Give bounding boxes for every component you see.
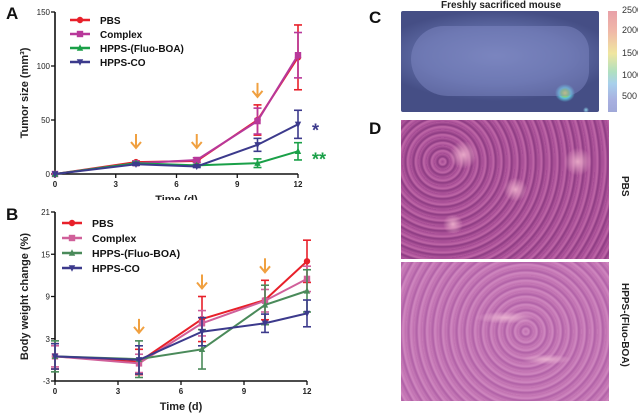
- svg-text:HPPS-CO: HPPS-CO: [100, 58, 146, 69]
- panel-letter-a: A: [6, 4, 19, 23]
- colorbar-tick: 1000: [622, 70, 638, 80]
- panel-letter-b: B: [6, 205, 19, 224]
- legend: PBS Complex HPPS-(Fluo-BOA) HPPS-CO: [70, 16, 184, 69]
- histology-label-hpps-fluo-boa: HPPS-(Fluo-BOA): [619, 283, 630, 367]
- y-tick-label: 9: [46, 293, 51, 302]
- histology-label-pbs: PBS: [619, 176, 630, 197]
- series-hpps-co: [51, 109, 302, 178]
- x-tick-label: 3: [114, 180, 119, 189]
- treatment-arrow-icon: [259, 258, 271, 274]
- legend-item: PBS: [62, 218, 114, 230]
- colorbar-tick: 2500: [622, 5, 638, 15]
- y-axis-label: Body weight change (%): [19, 233, 31, 360]
- axes: 0 50 100 150 0 3 6 9 12 Time (d) Tumor size (mm³): [19, 8, 303, 200]
- panel-letter-c: C: [369, 8, 382, 27]
- x-tick-label: 6: [179, 387, 184, 396]
- treatment-arrow-icon: [133, 318, 145, 335]
- series-hpps-co: [51, 299, 311, 375]
- legend-item: HPPS-(Fluo-BOA): [62, 248, 180, 260]
- legend: PBS Complex HPPS-(Fluo-BOA) HPPS-CO: [62, 218, 180, 275]
- svg-text:HPPS-(Fluo-BOA): HPPS-(Fluo-BOA): [92, 248, 180, 260]
- svg-text:HPPS-(Fluo-BOA): HPPS-(Fluo-BOA): [100, 44, 184, 55]
- y-tick-label: 0: [46, 170, 51, 179]
- mouse-fluorescence-image: [401, 11, 599, 112]
- svg-text:Complex: Complex: [100, 30, 143, 41]
- x-tick-label: 0: [53, 387, 58, 396]
- x-tick-label: 12: [303, 387, 312, 396]
- significance-star: **: [312, 149, 326, 169]
- legend-item: HPPS-(Fluo-BOA): [70, 44, 184, 55]
- x-axis-label: Time (d): [160, 401, 203, 413]
- legend-item: PBS: [70, 16, 121, 27]
- body-weight-chart: -3 3 9 15 21 0 3 6 9 12 Time (d) Body weight change…: [19, 208, 312, 413]
- x-tick-label: 12: [294, 180, 303, 189]
- series-hpps-fluo-boa-: [51, 268, 311, 379]
- svg-text:Complex: Complex: [92, 233, 137, 245]
- y-axis-label: Tumor size (mm³): [19, 47, 31, 138]
- svg-text:PBS: PBS: [100, 16, 121, 27]
- svg-text:HPPS-CO: HPPS-CO: [92, 263, 140, 275]
- significance-star: *: [312, 120, 319, 140]
- y-tick-label: -3: [43, 377, 51, 386]
- series-hpps-fluo-boa-: [51, 141, 302, 177]
- x-tick-label: 9: [235, 180, 240, 189]
- y-tick-label: 100: [37, 62, 51, 71]
- legend-item: Complex: [62, 233, 137, 245]
- legend-item: HPPS-CO: [62, 263, 140, 275]
- colorbar-tick: 500: [622, 91, 638, 101]
- panel-letter-d: D: [369, 119, 382, 138]
- x-tick-label: 0: [53, 180, 58, 189]
- x-tick-label: 3: [116, 387, 121, 396]
- x-axis-label: Time (d): [155, 194, 198, 200]
- histology-image-pbs: [401, 120, 609, 259]
- fluorescence-colorbar: [608, 11, 617, 112]
- histology-image-hpps-fluo-boa: [401, 262, 609, 401]
- y-tick-label: 15: [41, 250, 50, 259]
- y-tick-label: 50: [41, 116, 50, 125]
- treatment-arrow-icon: [130, 134, 142, 150]
- y-tick-label: 3: [46, 335, 51, 344]
- fluorescence-image-title: Freshly sacrificed mouse: [440, 0, 562, 11]
- x-tick-label: 9: [242, 387, 247, 396]
- series-pbs: [51, 239, 311, 376]
- tumor-size-chart: 0 50 100 150 0 3 6 9 12 Time (d) Tumor size (mm³) P…: [19, 8, 326, 200]
- svg-text:PBS: PBS: [92, 218, 114, 230]
- x-tick-label: 6: [174, 180, 179, 189]
- y-tick-label: 21: [41, 208, 50, 217]
- treatment-arrow-icon: [251, 82, 264, 99]
- y-tick-label: 150: [37, 8, 51, 17]
- mouse-silhouette: [411, 26, 589, 96]
- colorbar-tick: 2000: [622, 25, 638, 35]
- treatment-arrow-icon: [196, 274, 208, 291]
- legend-item: HPPS-CO: [70, 58, 146, 69]
- legend-item: Complex: [70, 30, 143, 41]
- treatment-arrow-icon: [190, 134, 203, 150]
